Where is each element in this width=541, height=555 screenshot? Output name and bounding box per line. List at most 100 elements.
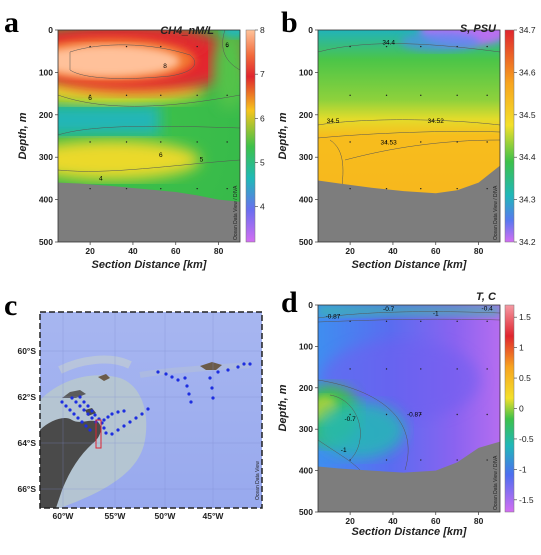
panel-d-colorbar-label: 0.5 — [519, 373, 531, 383]
panel-b-ytick-label: 500 — [299, 237, 313, 247]
panel-d-contour-label: -0.7 — [383, 306, 395, 313]
sample-point — [226, 141, 228, 143]
station-marker — [90, 409, 94, 413]
panel-a-seafloor — [58, 182, 240, 242]
panel-d-colorbar: 1.5 1 0.5 0 -0.5 -1 -1.5 — [504, 304, 534, 513]
panel-a-contour-label: 5 — [200, 156, 204, 163]
panel-b-ytick-label: 0 — [308, 25, 313, 35]
elephant-island — [98, 374, 110, 381]
station-marker — [236, 365, 240, 369]
station-marker — [134, 416, 138, 420]
station-marker — [70, 396, 74, 400]
station-marker — [183, 376, 187, 380]
sample-point — [420, 141, 422, 143]
panel-b-contour-label: 34.52 — [428, 118, 445, 125]
panel-d-ytick-label: 0 — [308, 300, 313, 310]
station-marker — [187, 392, 191, 396]
station-marker — [128, 420, 132, 424]
sample-point — [160, 141, 162, 143]
station-marker — [216, 370, 220, 374]
station-marker — [93, 413, 97, 417]
sample-point — [349, 187, 351, 190]
sample-point — [456, 187, 458, 190]
panel-b-colorbar-label: 34.3 — [519, 195, 536, 205]
panel-c-watermark: Ocean Data View — [255, 461, 261, 500]
sample-point — [385, 459, 388, 461]
station-marker — [102, 426, 106, 430]
panel-d-colorbar-label: -0.5 — [519, 434, 534, 444]
panel-b-ytick-label: 200 — [299, 110, 313, 120]
station-marker — [82, 408, 86, 412]
panel-d-ytick-label: 300 — [299, 424, 313, 434]
panel-d-xtick-label: 80 — [474, 516, 484, 526]
panel-b-watermark: Ocean Data View / DIVA — [493, 185, 499, 240]
sample-point — [420, 187, 422, 190]
station-marker — [122, 424, 126, 428]
panel-b-xtick-label: 40 — [388, 246, 398, 256]
sample-point — [456, 141, 458, 143]
panel-b-colorbar-label: 34.7 — [519, 25, 536, 35]
sample-point — [349, 141, 351, 143]
panel-a-xtick-label: 60 — [171, 246, 181, 256]
panel-a-ylabel: Depth, m — [17, 112, 29, 159]
sample-point — [349, 413, 351, 416]
sample-point — [456, 320, 458, 323]
sample-point — [125, 45, 128, 48]
station-marker — [90, 416, 94, 420]
panel-b-title: S, PSU — [460, 23, 497, 35]
panel-a-plot: CH4_nM/L 8 6 6 5 4 6 20 40 60 80 0 100 200 300 400 50… — [17, 25, 241, 271]
lat-tick-label: 64°S — [17, 438, 36, 448]
sample-point — [160, 187, 162, 190]
panel-b-seafloor — [318, 165, 500, 242]
panel-b-frame — [317, 29, 501, 243]
sample-point — [456, 368, 458, 370]
sample-point — [125, 187, 128, 190]
panel-b-plot: S, PSU 34.4 34.5 34.52 34.53 20 40 60 80 0 100 2… — [277, 23, 501, 271]
lon-tick-label: 55°W — [105, 511, 127, 521]
panel-d-colorbar-label: 1 — [519, 343, 524, 353]
panel-b-colorbar-label: 34.6 — [519, 67, 536, 77]
lat-tick-label: 66°S — [17, 484, 36, 494]
panel-b-xtick-label: 20 — [345, 246, 355, 256]
panel-b-colorbar: 34.7 34.6 34.5 34.4 34.3 34.2 — [504, 25, 536, 247]
panel-label-a: a — [4, 6, 19, 39]
station-marker — [86, 404, 90, 408]
sample-point — [196, 141, 198, 143]
south-orkney-islands — [200, 362, 222, 370]
panel-b-colorbar-label: 34.5 — [519, 110, 536, 120]
panel-d-contour-label: -0.87 — [326, 314, 341, 321]
panel-a-colorbar: 8 7 6 5 4 — [245, 25, 265, 243]
sample-point — [89, 94, 91, 97]
sample-point — [160, 45, 162, 48]
sample-point — [456, 413, 458, 416]
sample-point — [226, 187, 228, 190]
panel-d-contour-label: -0.87 — [407, 412, 422, 419]
panel-d-colorbar-label: 1.5 — [519, 312, 531, 322]
sample-point — [385, 94, 388, 97]
map-frame — [39, 311, 263, 509]
station-marker — [122, 409, 126, 413]
station-marker — [170, 375, 174, 379]
panel-d-contour-label: -1 — [341, 447, 347, 454]
panel-b-ytick-label: 300 — [299, 152, 313, 162]
panel-a-watermark: Ocean Data View / DIVA — [233, 185, 239, 240]
sample-point — [420, 94, 422, 97]
panel-a-ytick-label: 300 — [39, 152, 53, 162]
sample-point — [385, 141, 388, 143]
panel-a-contour-label: 6 — [88, 95, 92, 102]
sample-point — [486, 368, 488, 370]
station-marker — [104, 431, 108, 435]
station-marker — [102, 418, 106, 422]
sample-point — [349, 368, 351, 370]
panel-d-title: T, C — [476, 291, 497, 303]
panel-d-contour-label: -1 — [433, 310, 439, 317]
station-marker — [82, 400, 86, 404]
station-marker — [211, 396, 215, 400]
panel-d-ytick-label: 500 — [299, 507, 313, 517]
sample-point — [349, 45, 351, 48]
sample-point — [196, 45, 198, 48]
station-marker — [68, 408, 72, 412]
panel-a-contour-label: 8 — [163, 63, 167, 70]
panel-b-xtick-label: 60 — [431, 246, 441, 256]
panel-d-ytick-label: 200 — [299, 383, 313, 393]
